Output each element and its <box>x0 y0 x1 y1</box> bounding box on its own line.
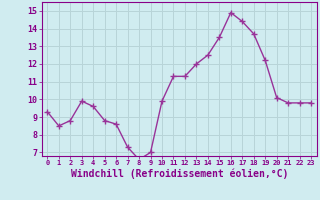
X-axis label: Windchill (Refroidissement éolien,°C): Windchill (Refroidissement éolien,°C) <box>70 169 288 179</box>
